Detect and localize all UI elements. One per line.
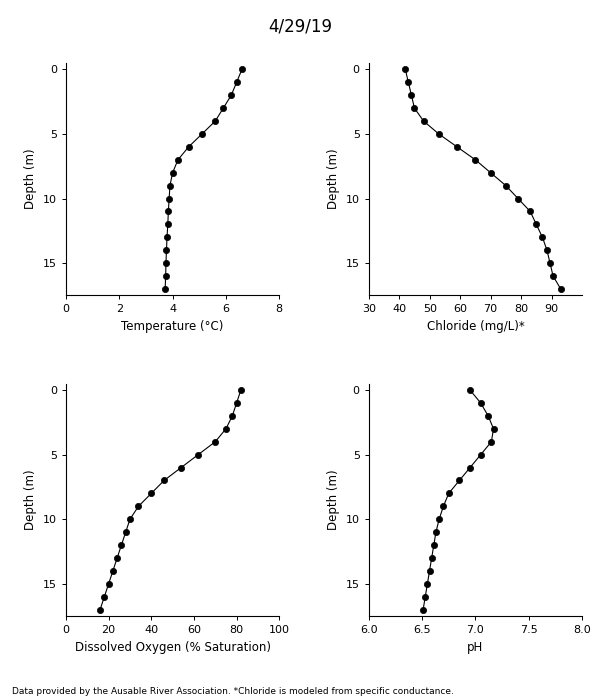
X-axis label: Chloride (mg/L)*: Chloride (mg/L)* xyxy=(427,320,524,333)
X-axis label: Temperature (°C): Temperature (°C) xyxy=(121,320,224,333)
Y-axis label: Depth (m): Depth (m) xyxy=(25,470,37,530)
Y-axis label: Depth (m): Depth (m) xyxy=(327,470,340,530)
Text: 4/29/19: 4/29/19 xyxy=(268,18,332,36)
Text: Data provided by the Ausable River Association. *Chloride is modeled from specif: Data provided by the Ausable River Assoc… xyxy=(12,687,454,696)
X-axis label: pH: pH xyxy=(467,640,484,654)
Y-axis label: Depth (m): Depth (m) xyxy=(25,149,37,209)
X-axis label: Dissolved Oxygen (% Saturation): Dissolved Oxygen (% Saturation) xyxy=(74,640,271,654)
Y-axis label: Depth (m): Depth (m) xyxy=(327,149,340,209)
